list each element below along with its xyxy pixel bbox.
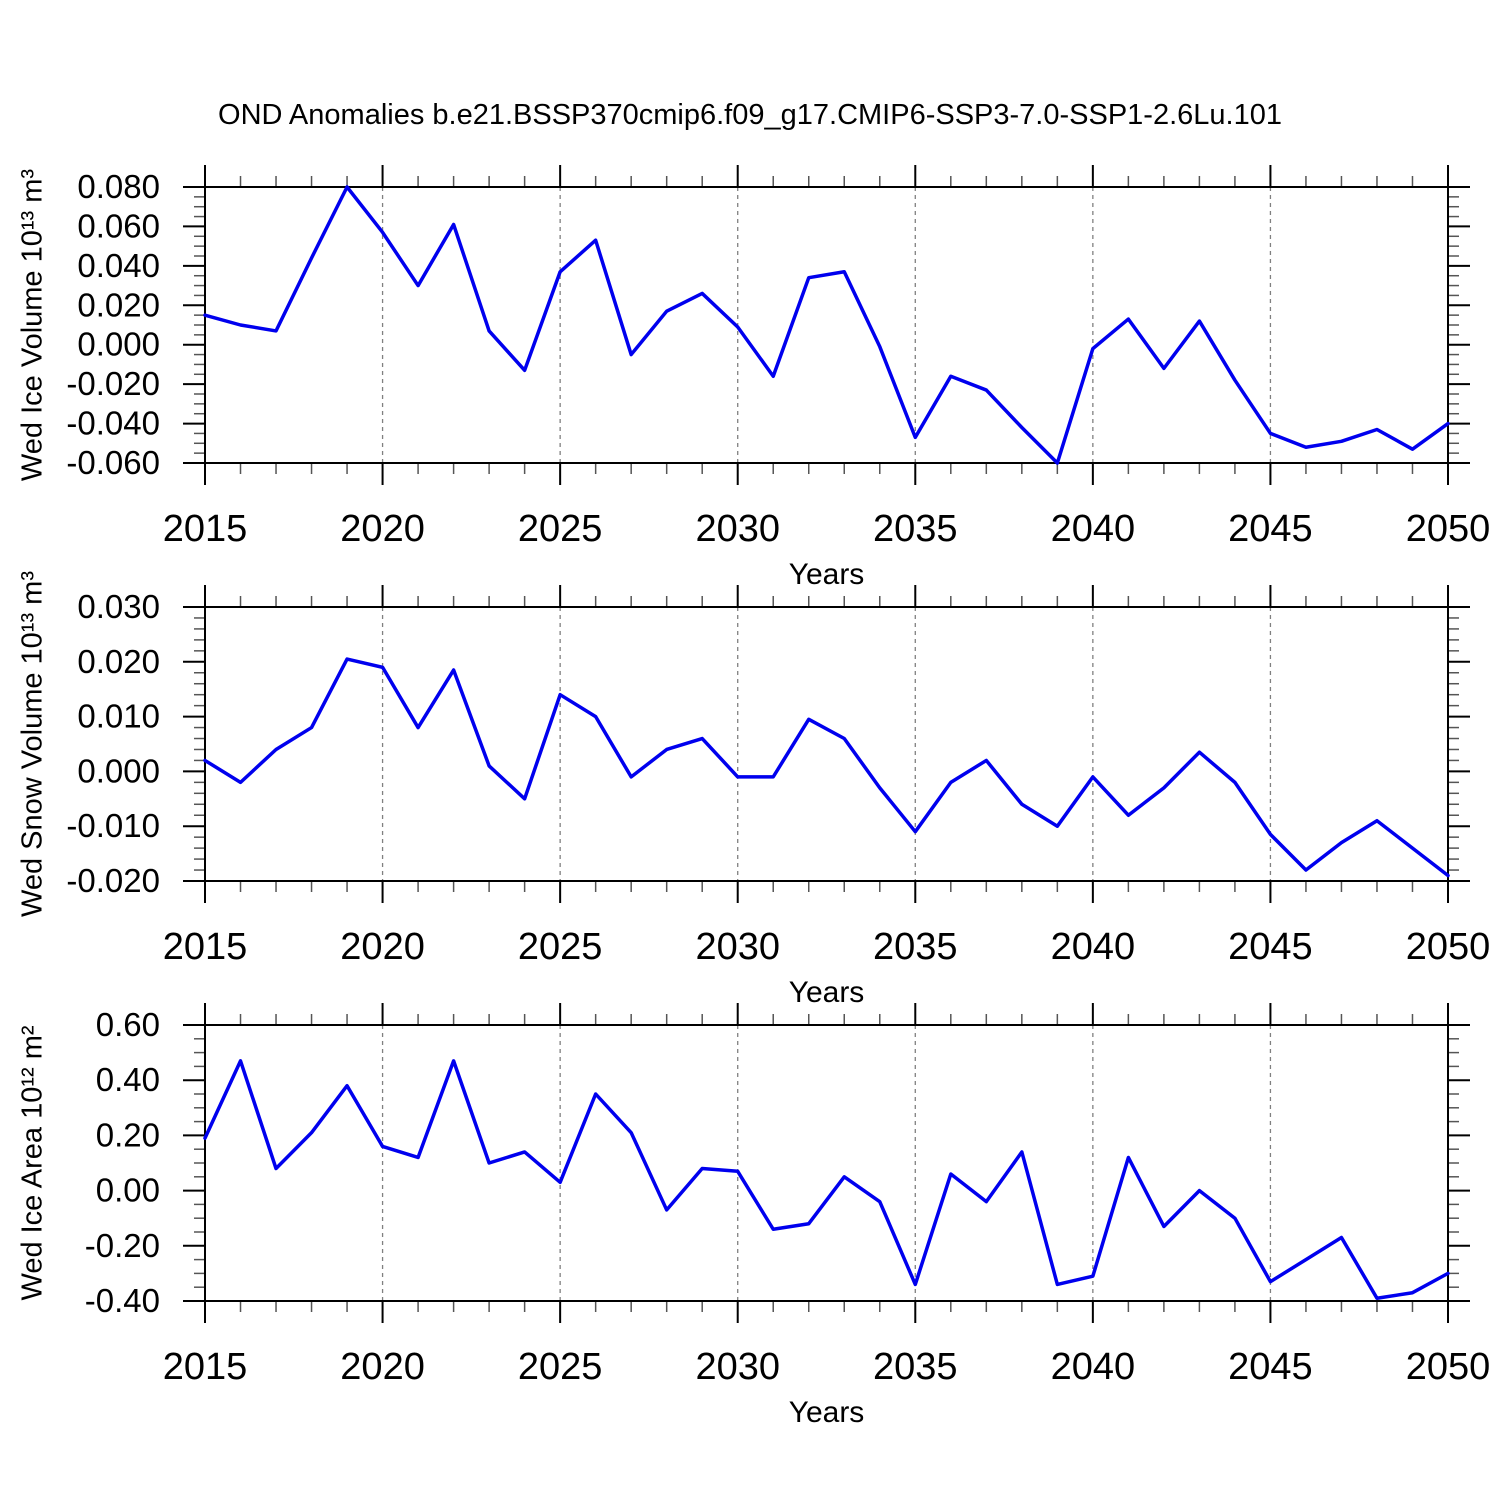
x-axis-title-years-top: Years <box>788 558 865 591</box>
x-tick-label: 2030 <box>695 926 780 968</box>
x-tick-label: 2045 <box>1228 508 1313 550</box>
y-tick-label: 0.60 <box>96 1006 160 1043</box>
y-tick-label: 0.000 <box>77 326 160 363</box>
x-tick-label: 2045 <box>1228 1346 1313 1388</box>
x-tick-label: 2050 <box>1406 926 1491 968</box>
y-tick-label: 0.00 <box>96 1172 160 1209</box>
ice-area-line <box>203 1059 1450 1300</box>
x-tick-label: 2020 <box>340 1346 425 1388</box>
x-tick-label: 2030 <box>695 1346 780 1388</box>
y-tick-label: 0.010 <box>77 698 160 735</box>
ice-volume-panel-border <box>204 186 1449 464</box>
x-tick-label: 2025 <box>518 508 603 550</box>
y-tick-label: 0.040 <box>77 247 160 284</box>
y-tick-label: 0.080 <box>77 168 160 205</box>
x-tick-label: 2030 <box>695 508 780 550</box>
ice-volume-line <box>203 185 1450 465</box>
snow-volume-line <box>203 657 1450 878</box>
x-tick-label: 2045 <box>1228 926 1313 968</box>
ice-area-panel-border <box>204 1024 1449 1302</box>
ice-volume-panel: 0.0800.0600.0400.0200.000-0.020-0.040-0.… <box>66 165 1490 550</box>
y-tick-label: 0.020 <box>77 286 160 323</box>
y-tick-label: 0.020 <box>77 643 160 680</box>
y-tick-label: -0.010 <box>66 807 160 844</box>
y-tick-label: 0.030 <box>77 588 160 625</box>
x-tick-label: 2025 <box>518 926 603 968</box>
snow-volume-panel-border <box>204 606 1449 882</box>
y-tick-label: -0.020 <box>66 365 160 402</box>
y-tick-label: 0.060 <box>77 207 160 244</box>
x-tick-label: 2025 <box>518 1346 603 1388</box>
y-tick-label: 0.000 <box>77 752 160 789</box>
y-tick-label: -0.20 <box>85 1227 160 1264</box>
x-tick-label: 2020 <box>340 926 425 968</box>
x-axis-title-years-bottom: Years <box>788 1396 865 1429</box>
y-tick-label: -0.40 <box>85 1282 160 1319</box>
y-tick-label: 0.20 <box>96 1116 160 1153</box>
x-tick-label: 2020 <box>340 508 425 550</box>
x-tick-label: 2040 <box>1051 926 1136 968</box>
y-tick-label: -0.020 <box>66 862 160 899</box>
x-axis-title-years-middle: Years <box>788 976 865 1009</box>
x-tick-label: 2050 <box>1406 1346 1491 1388</box>
x-tick-label: 2050 <box>1406 508 1491 550</box>
y-tick-label: -0.060 <box>66 444 160 481</box>
x-tick-label: 2040 <box>1051 1346 1136 1388</box>
x-tick-label: 2015 <box>163 1346 248 1388</box>
x-tick-label: 2040 <box>1051 508 1136 550</box>
y-tick-label: -0.040 <box>66 405 160 442</box>
chart-title: OND Anomalies b.e21.BSSP370cmip6.f09_g17… <box>218 99 1282 131</box>
x-tick-label: 2015 <box>163 926 248 968</box>
x-tick-label: 2035 <box>873 1346 958 1388</box>
x-tick-label: 2035 <box>873 926 958 968</box>
x-tick-label: 2035 <box>873 508 958 550</box>
y-tick-label: 0.40 <box>96 1061 160 1098</box>
x-tick-label: 2015 <box>163 508 248 550</box>
